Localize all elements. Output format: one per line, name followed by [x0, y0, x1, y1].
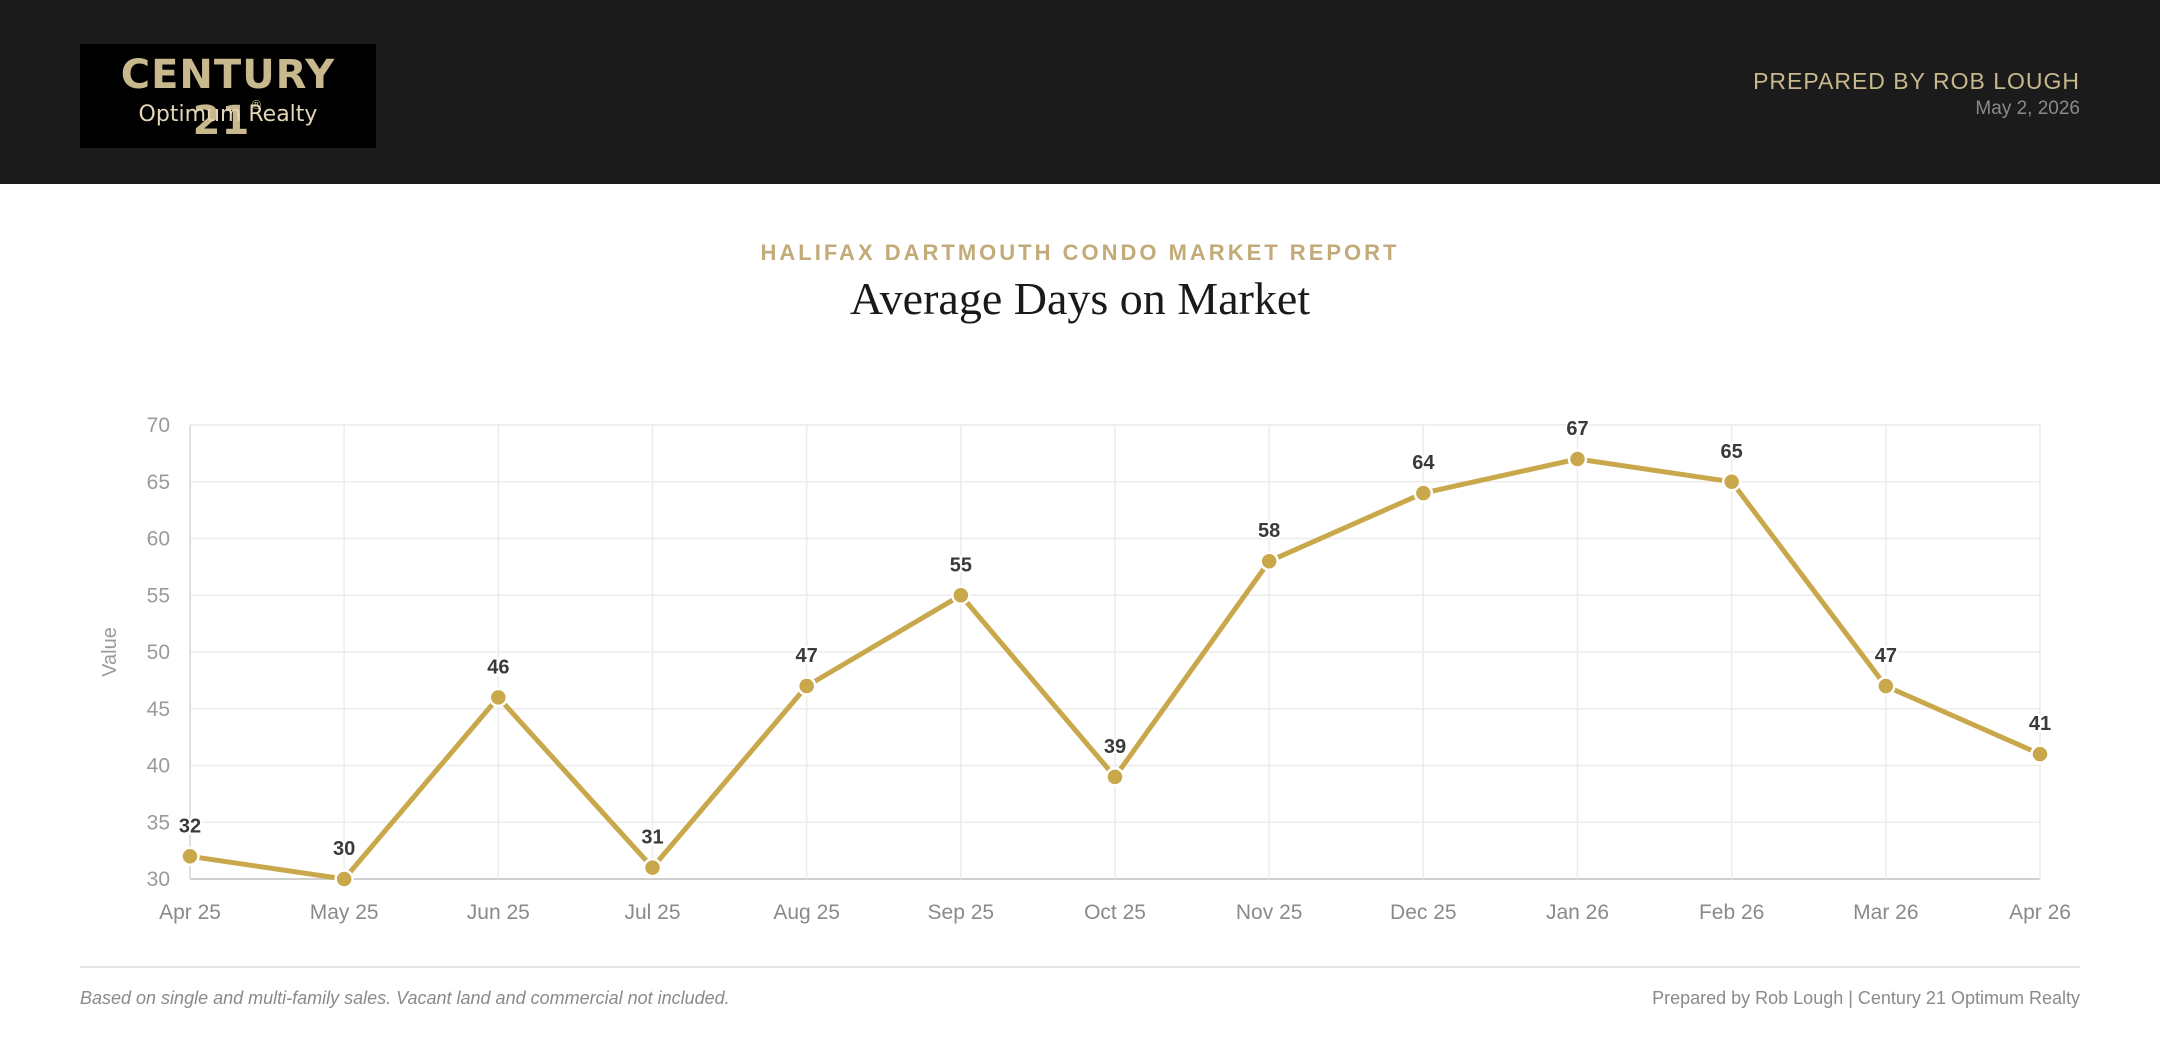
registered-mark: ® — [250, 98, 264, 112]
y-tick-label: 45 — [147, 698, 170, 721]
grid-lines — [189, 424, 2041, 880]
data-label: 47 — [796, 645, 818, 667]
data-label: 39 — [1104, 736, 1126, 758]
data-point — [796, 676, 817, 696]
data-point — [1259, 551, 1279, 571]
y-tick-label: 30 — [147, 868, 170, 891]
data-label: 41 — [2029, 713, 2051, 735]
data-point — [1721, 472, 1742, 492]
footer-credit: Prepared by Rob Lough | Century 21 Optim… — [1652, 988, 2080, 1008]
data-point — [334, 869, 354, 889]
data-label: 46 — [487, 656, 509, 678]
data-labels: 32 30 46 31 47 55 39 58 64 67 65 47 41 — [177, 416, 2053, 862]
data-point — [2030, 744, 2050, 764]
data-label: 67 — [1566, 418, 1588, 440]
x-tick-label: Nov 25 — [1236, 901, 1303, 924]
data-label: 30 — [333, 838, 355, 860]
report-date: May 2, 2026 — [1975, 98, 2080, 119]
y-tick-label: 40 — [147, 755, 170, 778]
x-tick-label: Jul 25 — [624, 901, 680, 924]
prepared-by: PREPARED BY ROB LOUGH — [1753, 68, 2080, 94]
data-point — [488, 687, 509, 708]
century21-logo: CENTURY 21® Optimum Realty — [80, 44, 376, 148]
y-tick-label: 50 — [147, 641, 170, 664]
y-tick-label: 65 — [147, 471, 170, 494]
data-point — [1876, 676, 1896, 696]
data-label: 65 — [1721, 441, 1743, 463]
logo-title: CENTURY 21® — [120, 52, 336, 144]
x-tick-label: Jun 25 — [467, 901, 530, 924]
x-tick-label: Apr 26 — [2009, 901, 2071, 924]
x-tick-label: Feb 26 — [1699, 901, 1764, 924]
report-kicker: HALIFAX DARTMOUTH CONDO MARKET REPORT — [760, 240, 1400, 265]
chart-title: Average Days on Market — [849, 273, 1311, 324]
y-tick-label: 55 — [147, 584, 170, 607]
data-label: 31 — [641, 827, 663, 849]
y-tick-label: 60 — [147, 528, 170, 551]
x-tick-label: Dec 25 — [1390, 901, 1457, 924]
x-tick-label: Apr 25 — [159, 901, 221, 924]
x-tick-label: Sep 25 — [928, 901, 995, 924]
footer-note: Based on single and multi-family sales. … — [80, 988, 730, 1008]
data-label: 58 — [1258, 520, 1280, 542]
y-tick-label: 70 — [147, 414, 170, 437]
data-label: 32 — [179, 815, 201, 837]
x-tick-label: Oct 25 — [1084, 901, 1146, 924]
data-label: 55 — [950, 554, 972, 576]
logo-subtitle: Optimum Realty — [138, 102, 318, 127]
y-tick-label: 35 — [147, 811, 170, 834]
x-tick-label: Mar 26 — [1853, 901, 1918, 924]
x-tick-label: Jan 26 — [1546, 901, 1609, 924]
data-points — [180, 449, 2050, 889]
footer-divider — [80, 966, 2080, 968]
data-point — [1413, 483, 1434, 503]
data-point — [642, 857, 663, 878]
y-axis-label: Value — [99, 627, 121, 677]
report-header: CENTURY 21® Optimum Realty PREPARED BY R… — [0, 0, 2160, 184]
axes: 30 35 40 45 50 55 60 65 70 Apr 25 May 25 Jun 25 Jul … — [147, 414, 2071, 924]
x-tick-label: Aug 25 — [773, 901, 840, 924]
data-point — [180, 846, 200, 867]
x-tick-label: May 25 — [310, 901, 379, 924]
data-point — [1567, 449, 1588, 469]
data-point — [1105, 767, 1125, 787]
data-point — [951, 585, 971, 605]
line-chart: 30 35 40 45 50 55 60 65 70 Apr 25 May 25 Jun 25 Jul … — [99, 414, 2071, 924]
data-label: 47 — [1875, 645, 1897, 667]
data-label: 64 — [1412, 452, 1435, 474]
